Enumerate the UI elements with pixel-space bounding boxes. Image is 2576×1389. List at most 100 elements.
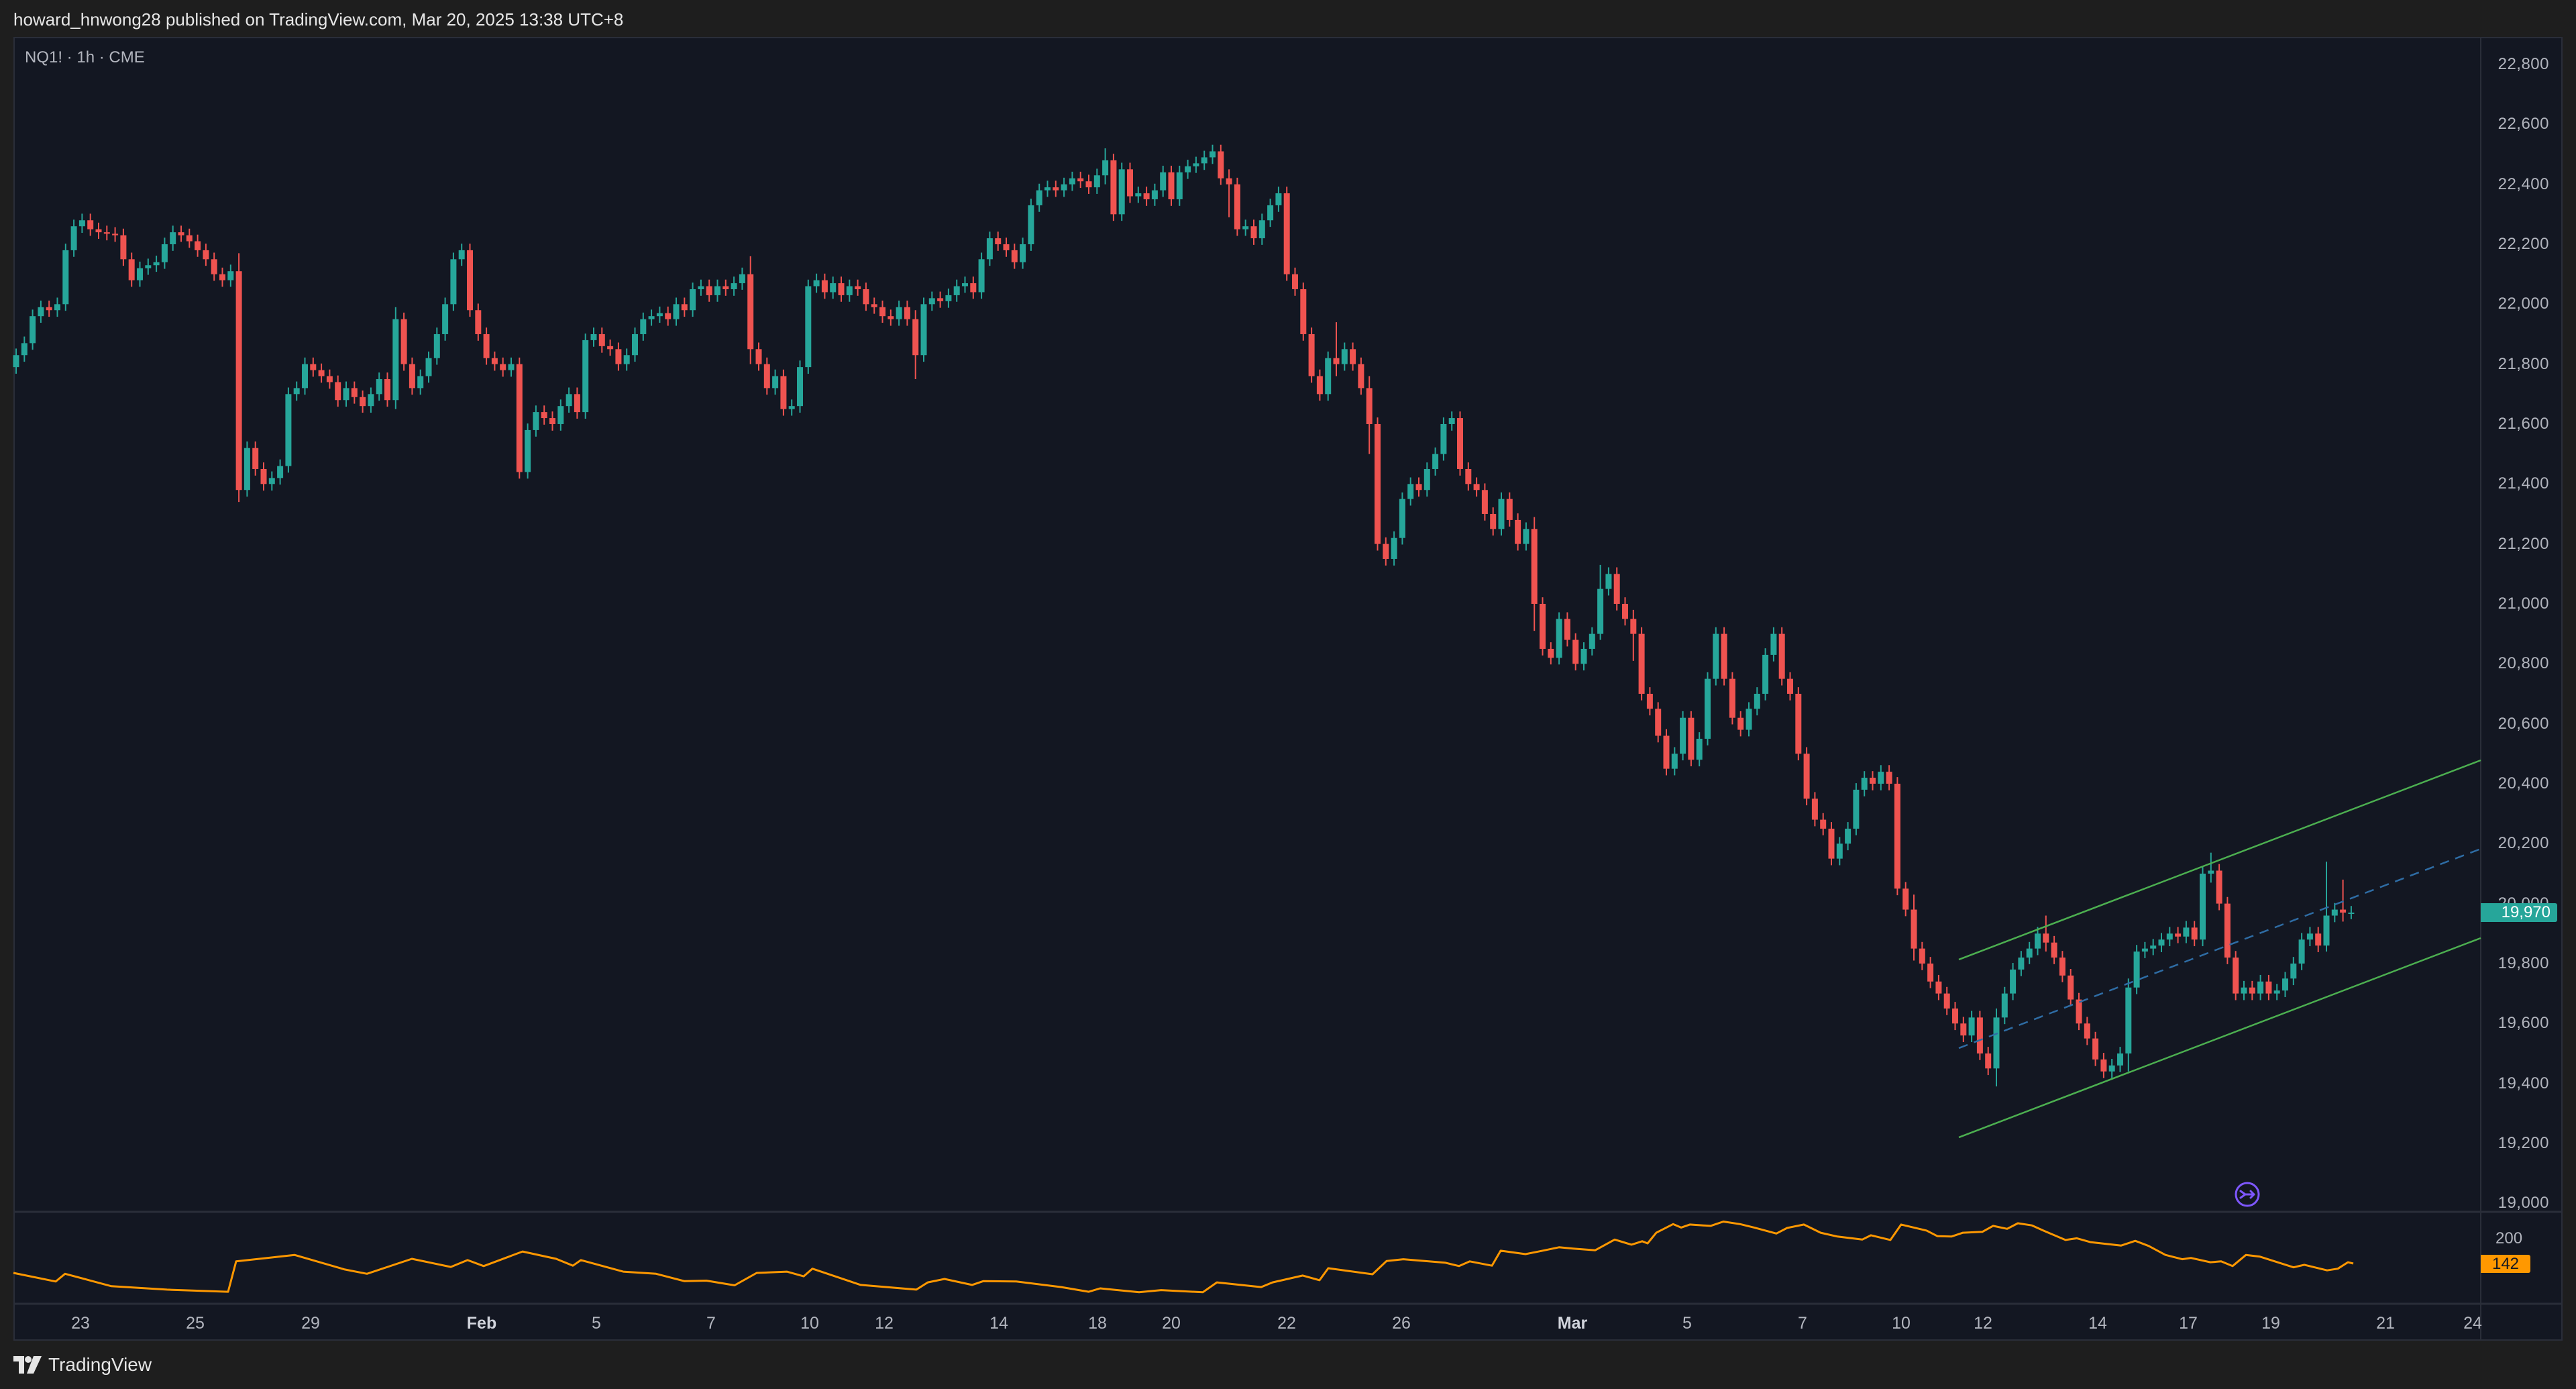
candle[interactable] (772, 369, 779, 395)
candle[interactable] (582, 333, 589, 419)
candle[interactable] (2331, 903, 2338, 923)
candle[interactable] (1523, 522, 1529, 551)
candle[interactable] (1258, 213, 1265, 245)
candle[interactable] (78, 213, 85, 234)
candle[interactable] (112, 227, 119, 242)
candle[interactable] (1737, 711, 1744, 737)
candle[interactable] (896, 300, 902, 326)
candle[interactable] (120, 228, 127, 266)
candle[interactable] (805, 279, 812, 374)
candle[interactable] (937, 291, 944, 308)
candle[interactable] (318, 363, 325, 383)
candle[interactable] (1754, 687, 1760, 716)
candle[interactable] (888, 309, 894, 326)
candle[interactable] (1820, 813, 1827, 835)
candle[interactable] (2265, 974, 2272, 1000)
candle[interactable] (516, 357, 523, 479)
candle[interactable] (368, 387, 374, 413)
candle[interactable] (541, 405, 547, 425)
candle[interactable] (351, 381, 358, 404)
candle[interactable] (904, 300, 910, 326)
candle[interactable] (763, 357, 770, 395)
candle[interactable] (1358, 357, 1364, 395)
candle[interactable] (1424, 462, 1430, 497)
candle[interactable] (1283, 187, 1290, 281)
candle[interactable] (21, 336, 28, 362)
candle[interactable] (1011, 244, 1018, 269)
candle[interactable] (1622, 597, 1628, 626)
candle[interactable] (161, 238, 168, 269)
candle[interactable] (1762, 648, 1769, 701)
candle[interactable] (2273, 984, 2280, 1000)
candle[interactable] (640, 312, 647, 341)
candle[interactable] (665, 306, 672, 326)
candle[interactable] (2059, 951, 2065, 982)
candle[interactable] (38, 300, 44, 323)
candle[interactable] (1911, 894, 1917, 961)
candle[interactable] (1853, 783, 1860, 835)
candle[interactable] (145, 258, 152, 275)
candle[interactable] (1185, 160, 1191, 179)
candle[interactable] (1572, 633, 1579, 671)
candle[interactable] (1085, 174, 1092, 194)
candle[interactable] (2051, 935, 2057, 964)
candle[interactable] (970, 276, 977, 299)
candle[interactable] (2348, 906, 2355, 919)
candle[interactable] (1415, 477, 1422, 497)
candle[interactable] (467, 244, 473, 317)
candle[interactable] (409, 357, 415, 395)
candle[interactable] (1564, 612, 1570, 647)
candle[interactable] (1250, 219, 1257, 245)
candle[interactable] (566, 387, 572, 413)
candle[interactable] (747, 256, 754, 364)
candle[interactable] (1210, 144, 1216, 164)
candle[interactable] (953, 279, 960, 302)
candle[interactable] (813, 273, 820, 293)
candle[interactable] (1465, 462, 1472, 491)
candle[interactable] (2257, 974, 2264, 1000)
candle[interactable] (1540, 597, 1546, 656)
candle[interactable] (1333, 322, 1340, 376)
candle[interactable] (1234, 177, 1240, 236)
candle[interactable] (1968, 1011, 1975, 1042)
candle[interactable] (1498, 492, 1505, 536)
candle[interactable] (1721, 627, 1727, 686)
candle[interactable] (392, 307, 399, 409)
candle[interactable] (855, 279, 861, 296)
candle[interactable] (1976, 1011, 1983, 1060)
candle[interactable] (1350, 342, 1356, 371)
candle[interactable] (788, 399, 795, 416)
candle[interactable] (690, 282, 696, 317)
candle[interactable] (425, 351, 432, 383)
candle[interactable] (1366, 376, 1373, 454)
candle[interactable] (549, 411, 555, 431)
candle[interactable] (178, 225, 184, 242)
candle[interactable] (400, 312, 407, 371)
candle[interactable] (2290, 957, 2297, 986)
candle[interactable] (1770, 627, 1777, 662)
candle[interactable] (1226, 169, 1232, 217)
candle[interactable] (2117, 1047, 2123, 1072)
candle[interactable] (1201, 150, 1208, 170)
candle[interactable] (2108, 1058, 2115, 1078)
candle[interactable] (2068, 968, 2074, 1007)
candle[interactable] (1440, 417, 1447, 461)
candle[interactable] (623, 348, 630, 371)
candle[interactable] (2306, 927, 2313, 947)
candle[interactable] (376, 372, 382, 401)
candle[interactable] (1448, 411, 1455, 431)
candle[interactable] (450, 252, 457, 311)
candle[interactable] (1391, 531, 1397, 566)
candle[interactable] (95, 222, 102, 239)
candle[interactable] (1605, 567, 1612, 596)
candle[interactable] (46, 300, 52, 317)
candle[interactable] (2282, 972, 2288, 997)
candle[interactable] (1993, 1008, 2000, 1087)
candle[interactable] (1902, 882, 1909, 917)
candle[interactable] (252, 441, 259, 476)
candle[interactable] (821, 273, 828, 299)
candle[interactable] (2249, 980, 2255, 1000)
candle[interactable] (1671, 747, 1678, 776)
candle[interactable] (557, 399, 564, 431)
candle[interactable] (2200, 867, 2206, 947)
